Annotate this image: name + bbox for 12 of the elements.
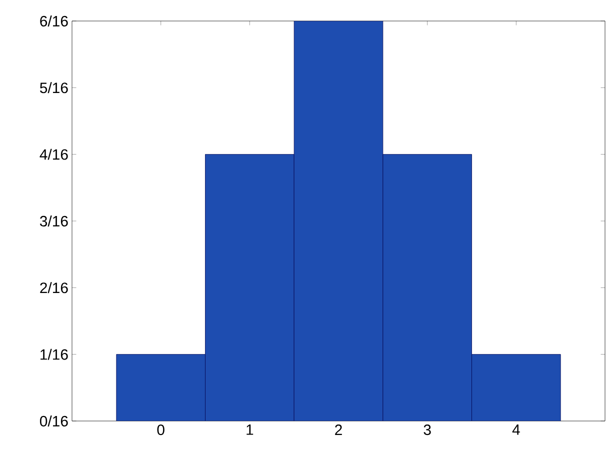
y-tick-label: 1/16 bbox=[40, 348, 68, 360]
x-tick-label: 4 bbox=[512, 424, 520, 435]
y-tick-label: 6/16 bbox=[40, 16, 68, 26]
y-tick-label: 5/16 bbox=[40, 82, 68, 94]
x-tick-label: 1 bbox=[246, 424, 254, 435]
x-tick-label: 0 bbox=[157, 424, 164, 436]
x-tick-label: 2 bbox=[335, 424, 342, 435]
y-tick-label: 2/16 bbox=[40, 282, 68, 294]
x-tick-label: 3 bbox=[424, 424, 431, 436]
y-tick-label: 4/16 bbox=[40, 148, 68, 160]
y-tick-label: 0/16 bbox=[40, 416, 68, 426]
y-tick-label: 3/16 bbox=[40, 216, 68, 226]
